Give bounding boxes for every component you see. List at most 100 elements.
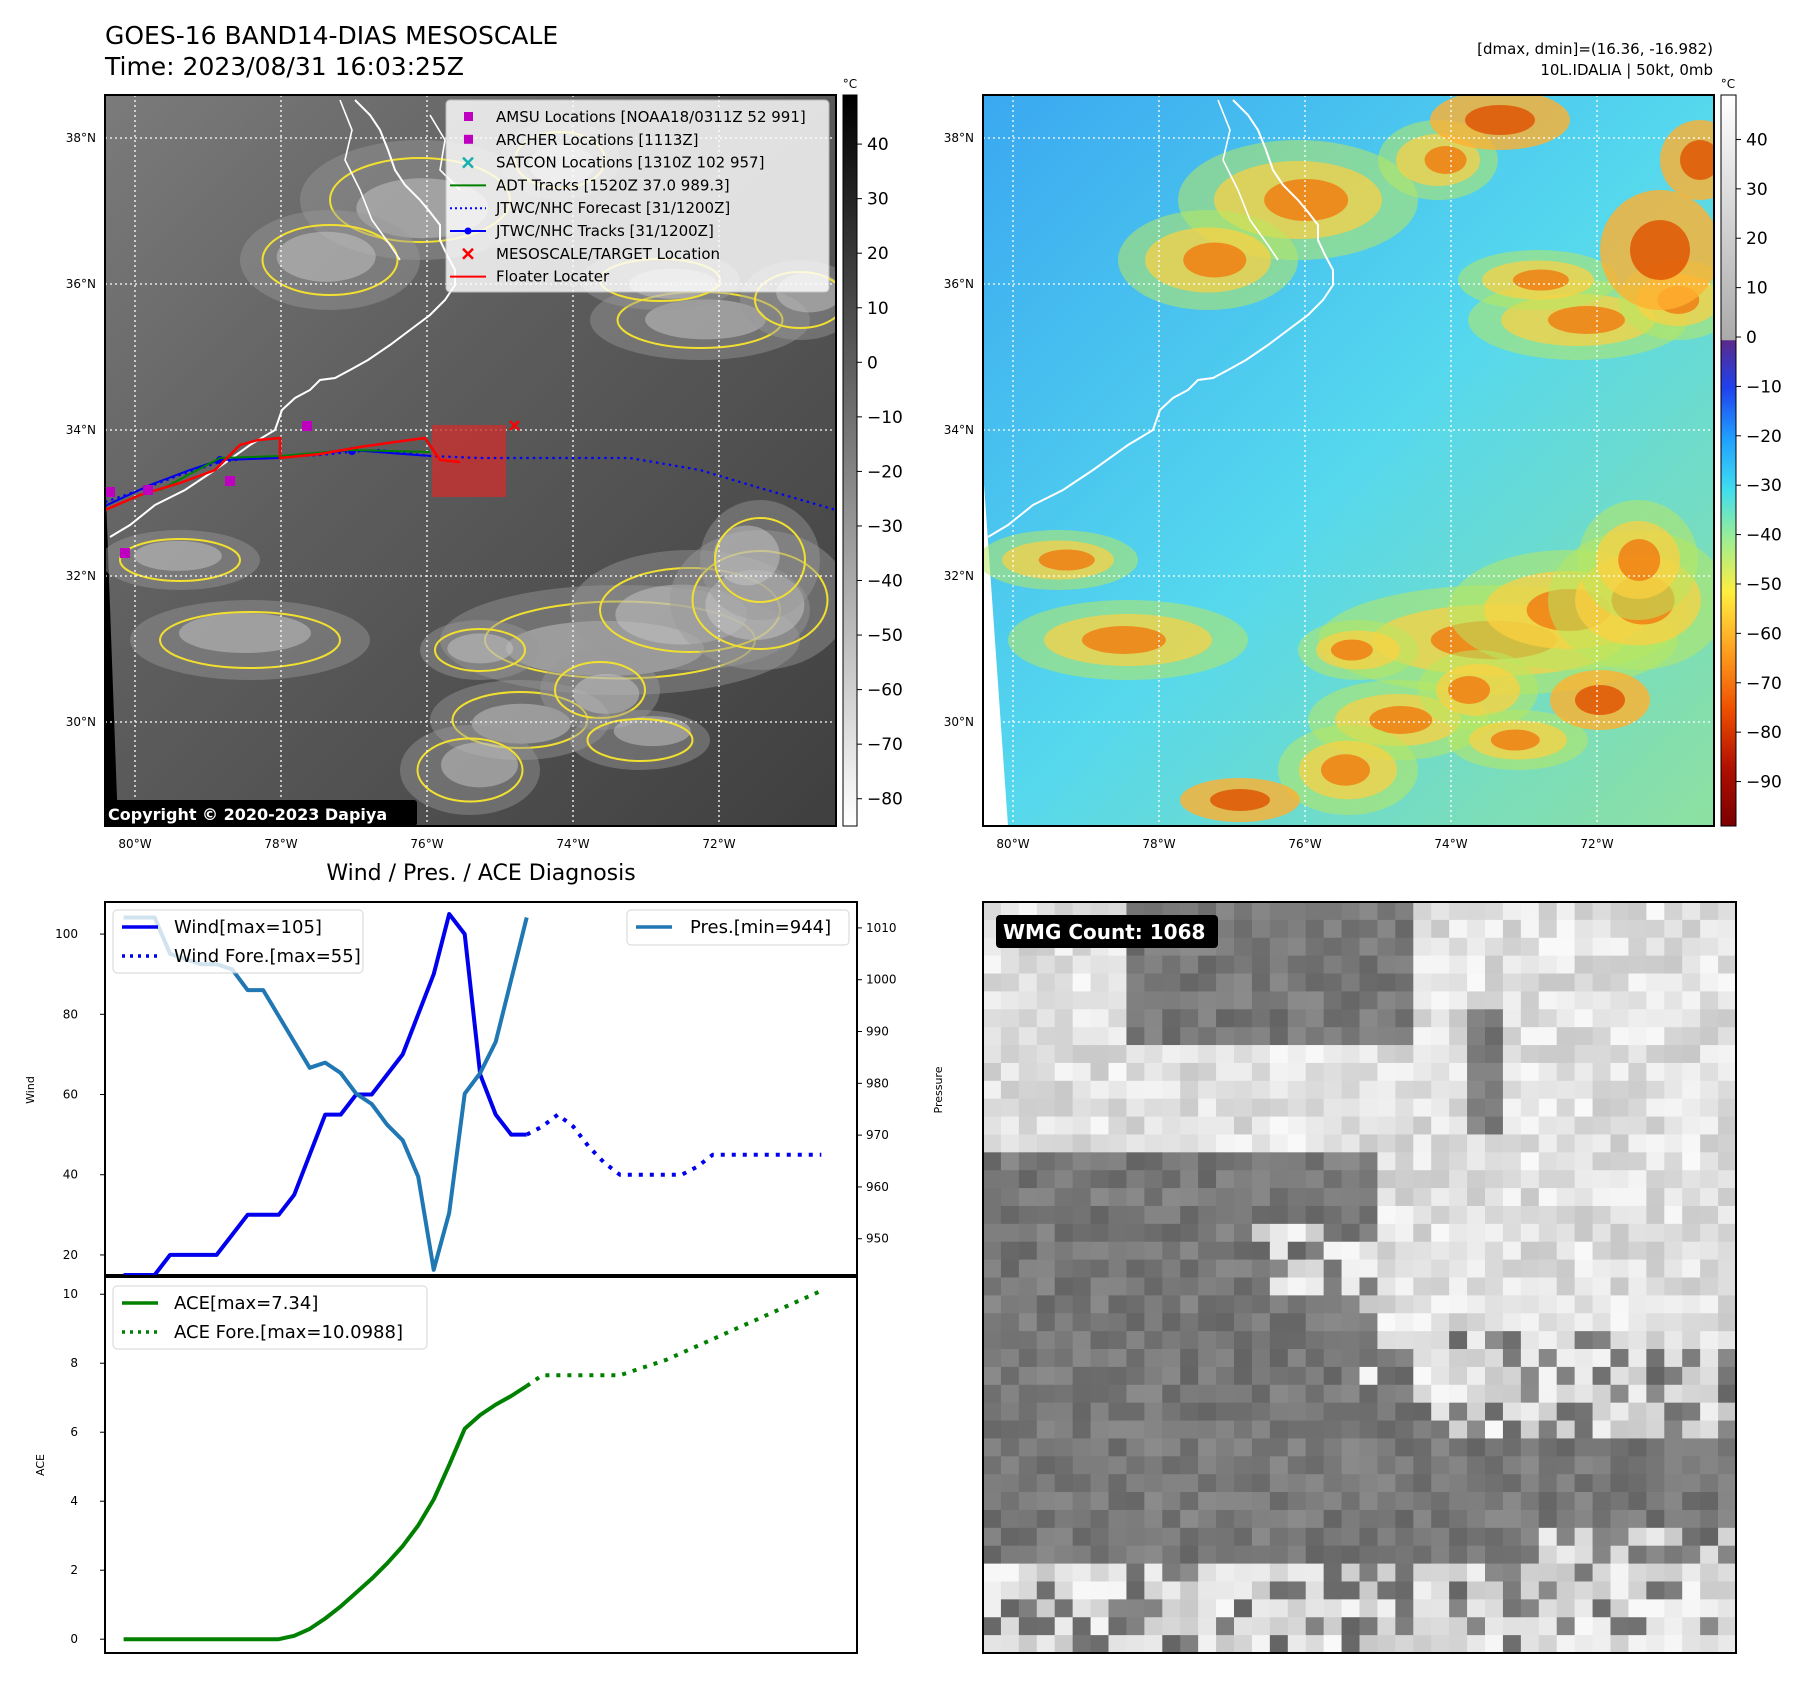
wmg-cell [1198,1635,1217,1654]
ir-contour [714,517,806,603]
wmg-cell [1592,1009,1612,1028]
wmg-cell [1126,1295,1145,1314]
wmg-cell [1664,1527,1683,1547]
wmg-cell [1431,1456,1450,1475]
wmg-cell [1628,1009,1647,1028]
wmg-cell [1144,1062,1163,1082]
wmg-cell [1234,1331,1253,1350]
wmg-cell [1162,1259,1181,1279]
colorbar-tick-label: 0 [1746,328,1757,348]
wmg-cell [1090,1456,1110,1475]
wmg-cell [1036,1152,1056,1171]
wmg-cell [1341,1188,1361,1207]
wmg-cell [1000,1170,1020,1189]
wmg-cell [1467,1080,1486,1100]
wmg-cell [1520,1563,1540,1583]
ir-map-frame [104,94,837,827]
wmg-cell [1305,1599,1325,1618]
wmg-cell [1359,1277,1379,1296]
legend-marker [462,247,474,260]
archer-marker [143,485,153,495]
wmg-cell [1090,1098,1110,1118]
wmg-frame [982,901,1737,1654]
wmg-cell [1700,1492,1719,1511]
wmg-cell [1216,1384,1235,1404]
wmg-cell [1162,1027,1181,1046]
wmg-cell [1216,973,1235,992]
wmg-cell [1323,1635,1343,1654]
wmg-cell [1538,1062,1558,1082]
wmg-cell [1036,1045,1056,1064]
wmg-cell [1485,1617,1504,1636]
wmg-cell [1502,1062,1522,1082]
wmg-cell [1485,1170,1504,1189]
wmg-cell [1700,1152,1719,1171]
wmg-cell [1000,1188,1020,1207]
wmg-cell [1556,1098,1576,1118]
wmg-cell [1682,1366,1701,1386]
ir-cloud-core [441,742,519,788]
wmg-cell [1018,1027,1038,1046]
wmg-cell [1305,1277,1325,1296]
wmg-cell [1700,1027,1719,1046]
wmg-cell [1144,1313,1163,1332]
wmg-cell [1700,1635,1719,1654]
wmg-cell [1610,1009,1630,1028]
wmg-cell [983,1527,1002,1547]
wmg-cell [1198,1384,1217,1404]
wmg-cell [1251,1438,1271,1457]
wmg-cell [1126,973,1145,992]
wmg-cell [1395,1474,1414,1493]
wmg-cell [1198,991,1217,1010]
lat-label: 34°N [66,423,96,437]
wmg-cell [1538,1331,1558,1350]
wmg-cell [1180,973,1199,992]
wmg-cell [1144,1045,1163,1064]
ir-contour [159,611,341,669]
wmg-cell [1682,1402,1701,1422]
wmg-cell [1467,1134,1486,1153]
wind-fore-legend-label: Wind Fore.[max=55] [174,946,361,967]
wmg-cell [1018,1509,1038,1529]
wmg-cell [1251,1098,1271,1118]
wmg-cell [1323,1259,1343,1279]
wmg-cell [1664,1420,1683,1440]
wmg-cell [1000,1635,1020,1654]
wmg-cell [1485,1527,1504,1547]
wmg-cell [1682,1331,1701,1350]
wmg-cell [1162,1295,1181,1314]
wmg-cell [1108,1062,1128,1082]
wmg-cell [1538,1241,1558,1261]
wmg-cell [1502,1188,1522,1207]
wmg-cell [1718,1009,1737,1028]
wmg-cell [1144,1223,1163,1243]
wmg-cell [1108,1366,1128,1386]
wmg-cell [1198,1527,1217,1547]
wmg-cell [1359,919,1379,939]
wmg-cell [1054,1492,1074,1511]
wmg-cell [1269,1384,1289,1404]
wmg-cell [1628,1509,1647,1529]
wmg-cell [1377,1402,1396,1422]
wmg-cell [1413,1259,1432,1279]
wmg-cell [1269,973,1289,992]
wmg-cell [1054,1098,1074,1118]
wmg-cell [1090,1474,1110,1493]
wmg-cell [1108,1295,1128,1314]
wmg-cell [1646,1241,1665,1261]
wmg-cell [1180,1563,1199,1583]
wmg-cell [1592,1617,1612,1636]
wmg-cell [1431,1188,1450,1207]
wmg-cell [1700,1474,1719,1493]
wmg-cell [1287,1474,1307,1493]
wmg-cell [1287,1438,1307,1457]
wmg-cell [1395,1617,1414,1636]
enh-cloud-core [1081,626,1166,654]
wmg-cell [1610,1080,1630,1100]
wmg-cell [1359,1313,1379,1332]
wmg-cell [1054,1241,1074,1261]
wmg-cell [1646,1259,1665,1279]
wmg-cell [1126,1098,1145,1118]
wmg-cell [1287,1366,1307,1386]
colorbar-tick-label: −30 [1746,476,1782,496]
